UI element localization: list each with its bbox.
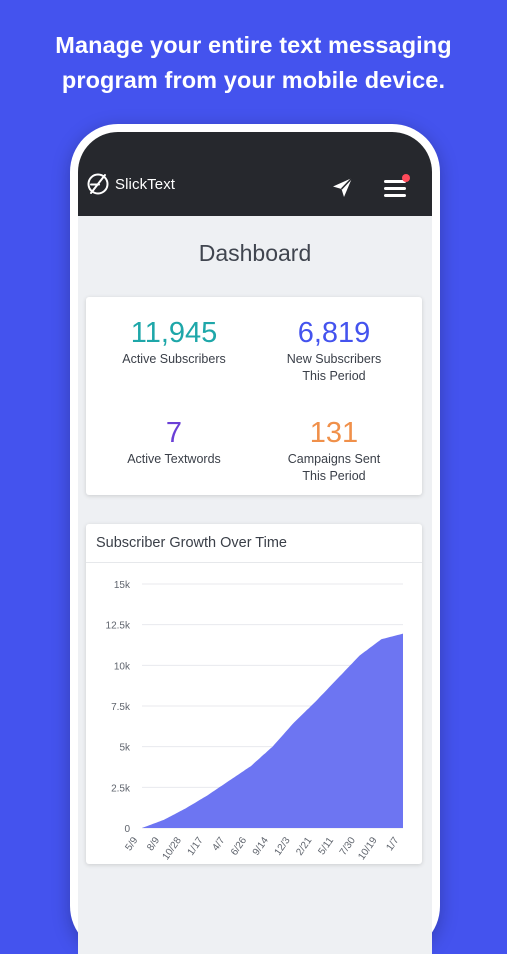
paper-plane-icon — [333, 177, 353, 197]
headline-line-1: Manage your entire text messaging — [55, 32, 452, 58]
phone-screen: SlickText Dashboard 11,945 — [78, 132, 432, 954]
y-tick-label: 15k — [114, 580, 131, 591]
stat-active-subscribers[interactable]: 11,945 Active Subscribers — [90, 317, 258, 368]
slicktext-logo-icon — [87, 173, 109, 195]
stats-card: 11,945 Active Subscribers 6,819 New Subs… — [86, 297, 422, 495]
brand-name: SlickText — [115, 175, 176, 193]
headline: Manage your entire text messaging progra… — [0, 28, 507, 98]
stat-label: Active Textwords — [127, 452, 221, 466]
y-tick-label: 0 — [124, 824, 130, 835]
stat-value: 6,819 — [297, 317, 371, 349]
x-tick-label: 8/9 — [145, 835, 162, 853]
x-tick-label: 1/17 — [186, 835, 206, 858]
x-tick-label: 2/21 — [294, 835, 314, 858]
menu-button[interactable] — [380, 172, 412, 202]
x-tick-label: 10/19 — [356, 835, 380, 862]
x-tick-label: 1/7 — [384, 835, 401, 853]
send-message-button[interactable] — [330, 174, 356, 200]
y-tick-label: 7.5k — [111, 702, 131, 713]
phone-frame: SlickText Dashboard 11,945 — [70, 124, 440, 954]
x-tick-label: 10/28 — [161, 835, 185, 862]
stat-label: New Subscribers This Period — [286, 352, 382, 383]
subscriber-growth-chart: 0 2.5k 5k 7.5k 10k 12.5k 15k 5/9 8/910/28 1/17 4/7… — [106, 580, 403, 862]
stat-new-subscribers[interactable]: 6,819 New Subscribers This Period — [250, 317, 418, 385]
stat-active-textwords[interactable]: 7 Active Textwords — [90, 417, 258, 468]
headline-line-2: program from your mobile device. — [61, 67, 446, 93]
stat-value: 7 — [165, 417, 183, 449]
chart-divider — [86, 562, 422, 563]
series-area — [142, 633, 403, 828]
stat-value: 131 — [309, 417, 359, 449]
stat-label: Active Subscribers — [122, 352, 226, 366]
app-header: SlickText — [78, 132, 432, 216]
y-tick-label: 2.5k — [111, 783, 131, 794]
stat-value: 11,945 — [130, 317, 218, 349]
y-tick-label: 5k — [119, 743, 131, 754]
x-tick-label: 6/26 — [229, 835, 249, 858]
stat-label: Campaigns Sent This Period — [287, 452, 381, 483]
x-tick-label: 5/11 — [316, 835, 336, 857]
x-tick-label: 12/3 — [273, 835, 293, 858]
hamburger-menu-icon — [384, 180, 406, 197]
stat-campaigns-sent[interactable]: 131 Campaigns Sent This Period — [250, 417, 418, 485]
x-tick-label: 9/14 — [251, 835, 271, 858]
brand-logo[interactable]: SlickText — [86, 172, 175, 196]
y-tick-label: 12.5k — [106, 621, 131, 632]
subscriber-growth-chart-card: Subscriber Growth Over Time 0 2.5k 5k 7.5k 1… — [86, 524, 422, 864]
page-title: Dashboard — [198, 240, 312, 266]
chart-title: Subscriber Growth Over Time — [96, 535, 287, 551]
x-tick-label: 5/9 — [123, 835, 140, 853]
y-tick-label: 10k — [114, 661, 131, 672]
x-tick-label: 4/7 — [210, 835, 227, 853]
notification-dot — [402, 174, 410, 182]
x-tick-label: 7/30 — [338, 835, 358, 858]
